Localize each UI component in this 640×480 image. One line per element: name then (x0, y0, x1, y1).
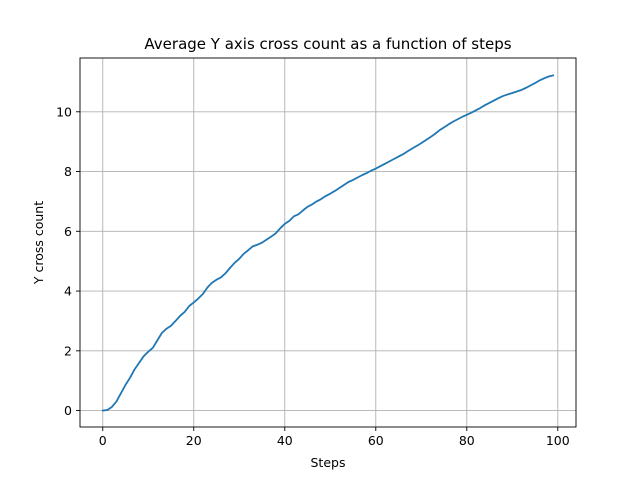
y-tick-label: 4 (64, 284, 72, 299)
y-axis-label: Y cross count (31, 201, 46, 285)
x-tick-label: 20 (186, 433, 202, 448)
x-tick-label: 80 (459, 433, 475, 448)
series-line (101, 74, 555, 412)
x-tick-label: 100 (546, 433, 570, 448)
axis-ticks: 0 20 40 60 80 100 0 2 4 6 8 10 (56, 104, 570, 448)
x-tick-label: 60 (368, 433, 384, 448)
x-axis-label: Steps (311, 455, 346, 470)
y-tick-label: 0 (64, 403, 72, 418)
series-layer (101, 74, 555, 412)
x-tick-label: 0 (99, 433, 107, 448)
y-tick-label: 2 (64, 343, 72, 358)
y-tick-label: 10 (56, 104, 72, 119)
y-tick-label: 8 (64, 164, 72, 179)
x-tick-label: 40 (277, 433, 293, 448)
y-tick-label: 6 (64, 224, 72, 239)
plot-frame (79, 57, 577, 428)
chart-title: Average Y axis cross count as a function… (144, 35, 511, 53)
grid-lines (80, 58, 576, 427)
